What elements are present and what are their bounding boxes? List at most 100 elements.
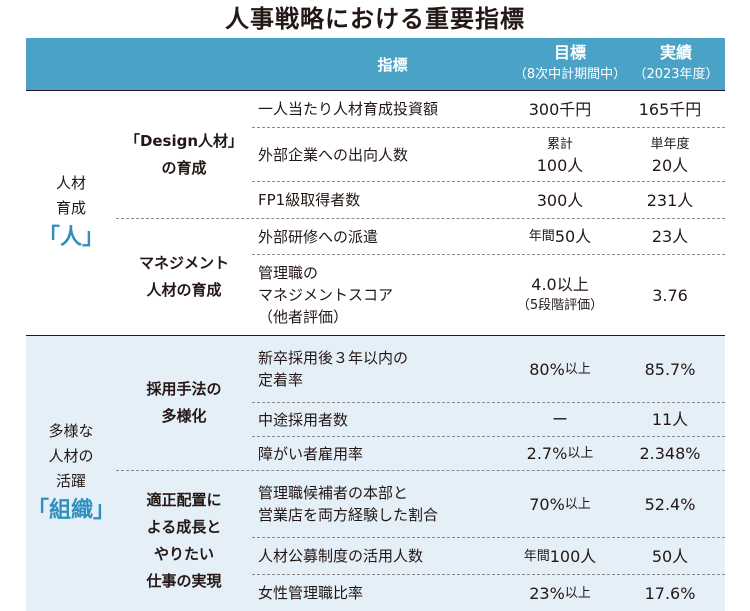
target-suffix: 以上 (567, 446, 594, 461)
target-line: 累計 (546, 136, 573, 152)
table-row-target: 23% 以上 (505, 575, 615, 611)
target-main: 70% (529, 494, 565, 514)
table-row-target: 80% 以上 (505, 336, 615, 402)
table-row-indicator: FP1級取得者数 (258, 191, 361, 209)
header-actual-note: （2023年度） (633, 67, 719, 82)
subgroup-management: マネジメント 人材の育成 (116, 219, 252, 335)
table-row-actual: 85.7% (644, 359, 696, 379)
table-row-indicator: 中途採用者数 (258, 410, 349, 429)
table-row-actual: 17.6% (644, 583, 696, 603)
header-target-label: 目標 (553, 43, 586, 62)
table-header: 指標 目標 （8次中計期間中） 実績 （2023年度） (26, 38, 725, 90)
table-row-target: 70% 以上 (505, 471, 615, 537)
indicator-line: 営業店を両方経験した割合 (258, 506, 439, 524)
subgroup-line: 人材の育成 (146, 281, 222, 299)
indicator-line: 管理職の (258, 264, 319, 282)
target-line: 100人 (536, 155, 584, 175)
indicator-line: 管理職候補者の本部と (258, 484, 409, 502)
category-line: 活躍 (55, 472, 86, 490)
subgroup-line: 「Design人材」 (124, 131, 244, 150)
table-row-indicator: 一人当たり人材育成投資額 (258, 100, 439, 118)
target-suffix: 以上 (564, 361, 591, 377)
subgroup-recruitment: 採用手法の 多様化 (116, 336, 252, 470)
category-line: 人材 (55, 174, 86, 192)
header-actual: 実績 （2023年度） (626, 41, 726, 85)
target-line: 4.0以上 (531, 275, 589, 294)
subgroup-line: 採用手法の (146, 380, 222, 398)
category-line: 育成 (55, 199, 86, 217)
header-actual-label: 実績 (659, 43, 692, 62)
table-row-actual: 50人 (651, 546, 689, 566)
subgroup-line: 多様化 (161, 407, 207, 425)
indicator-line: （他者評価） (258, 308, 349, 326)
table-row-target: 2.7% 以上 (505, 437, 615, 470)
row-divider (252, 181, 725, 182)
actual-line: 単年度 (650, 136, 690, 152)
subgroup-line: 仕事の実現 (146, 572, 222, 590)
subgroup-line: 適正配置に (146, 491, 222, 509)
table-row-actual: 231人 (646, 190, 694, 210)
row-divider (116, 218, 725, 219)
table-row-actual: 165千円 (638, 99, 702, 119)
target-main: 80% (529, 359, 565, 379)
target-suffix: 以上 (564, 496, 591, 512)
target-main: 23% (529, 583, 565, 603)
target-prefix: 年間 (528, 229, 555, 244)
row-divider (252, 537, 725, 538)
indicator-line: 新卒採用後３年以内の (258, 349, 409, 367)
table-row-actual: 23人 (651, 227, 689, 246)
table-row-indicator: 外部企業への出向人数 (258, 145, 409, 164)
target-line: （5段階評価） (516, 298, 604, 313)
category-soshiki: 多様な 人材の 活躍 「組織」 (26, 336, 116, 611)
table-row-target: 累計 100人 (505, 128, 615, 181)
indicator-line: マネジメントスコア (258, 286, 394, 304)
category-line: 人材の (48, 447, 94, 465)
target-main: 2.7% (526, 444, 568, 463)
subgroup-line: マネジメント (138, 254, 229, 272)
table-row-actual: 11人 (651, 410, 689, 429)
table-row-target: 300人 (536, 190, 584, 210)
table-row-indicator: 管理職候補者の本部と 営業店を両方経験した割合 (258, 471, 498, 537)
subgroup-line: よる成長と (146, 518, 222, 536)
section-soshiki-band (26, 336, 725, 611)
category-line: 多様な (48, 422, 94, 440)
row-divider (252, 574, 725, 575)
table-row-indicator: 人材公募制度の活用人数 (258, 547, 424, 565)
row-divider (252, 254, 725, 255)
actual-line: 20人 (651, 155, 689, 175)
target-main: 50人 (554, 227, 592, 246)
header-bottom-rule (26, 90, 725, 91)
table-row-target: 300千円 (528, 99, 592, 119)
target-prefix: 年間 (523, 548, 550, 564)
target-main: 100人 (549, 546, 597, 566)
subgroup-placement: 適正配置に よる成長と やりたい 仕事の実現 (116, 471, 252, 611)
header-indicator: 指標 (377, 55, 408, 74)
table-row-target: ー (551, 410, 568, 429)
subgroup-line: やりたい (153, 545, 214, 563)
row-divider (252, 127, 725, 128)
category-kanji: 「組織」 (26, 498, 115, 523)
row-divider (252, 436, 725, 437)
category-kanji: 「人」 (37, 225, 104, 250)
subgroup-line: の育成 (161, 158, 207, 177)
section-jinzai-band (26, 91, 725, 335)
section-divider (26, 335, 725, 336)
indicator-line: 定着率 (258, 371, 304, 389)
table-row-indicator: 管理職の マネジメントスコア （他者評価） (258, 255, 498, 335)
table-row-target: 年間 50人 (505, 219, 615, 254)
table-row-indicator: 外部研修への派遣 (258, 227, 379, 246)
table-row-indicator: 女性管理職比率 (258, 584, 364, 602)
table-row-actual: 3.76 (652, 285, 688, 305)
category-jinzai: 人材 育成 「人」 (26, 91, 116, 335)
header-target-note: （8次中計期間中） (513, 67, 627, 82)
table-row-actual: 2.348% (639, 444, 701, 463)
table-row-target: 年間 100人 (505, 538, 615, 574)
page-title: 人事戦略における重要指標 (225, 5, 525, 33)
table-row-indicator: 障がい者雇用率 (258, 444, 364, 463)
table-row-indicator: 新卒採用後３年以内の 定着率 (258, 336, 498, 402)
subgroup-design: 「Design人材」 の育成 (116, 91, 252, 218)
row-divider (252, 402, 725, 403)
header-target: 目標 （8次中計期間中） (510, 41, 630, 85)
table-row-actual: 52.4% (644, 494, 696, 514)
target-suffix: 以上 (564, 585, 591, 601)
